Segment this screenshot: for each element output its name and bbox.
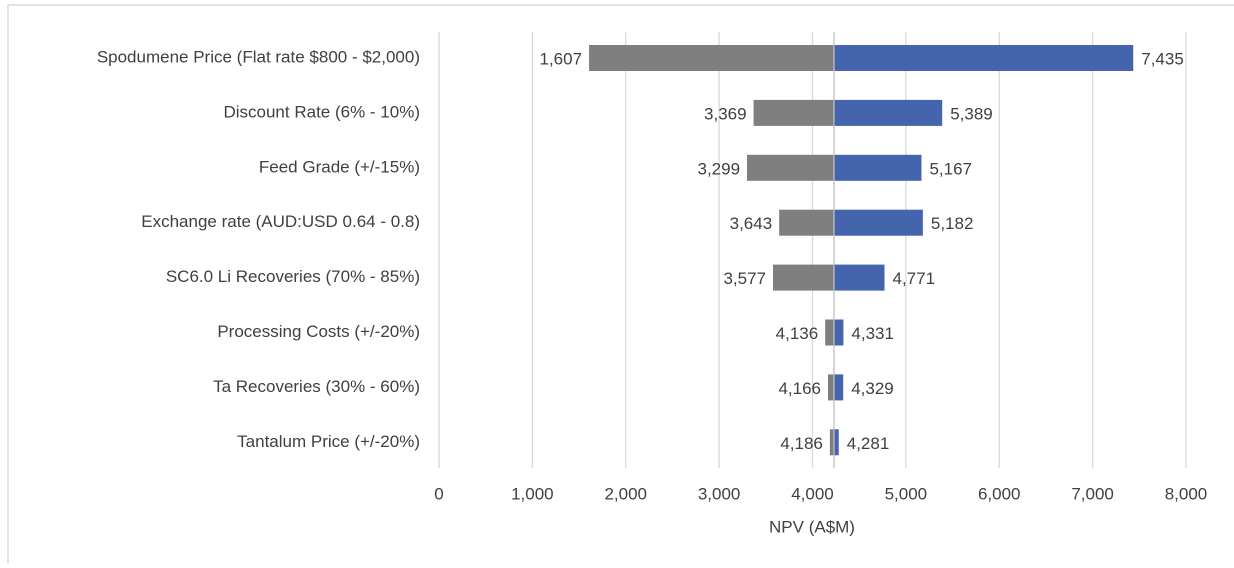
x-tick-label: 7,000 — [1071, 484, 1114, 503]
x-tick-label: 8,000 — [1165, 484, 1208, 503]
x-tick-label: 2,000 — [604, 484, 647, 503]
low-bar — [828, 374, 834, 401]
high-value-label: 4,281 — [847, 434, 890, 453]
x-axis-title: NPV (A$M) — [769, 517, 855, 536]
low-bar — [825, 319, 834, 346]
category-label: Feed Grade (+/-15%) — [259, 157, 420, 176]
low-bar — [589, 45, 834, 71]
category-label: Tantalum Price (+/-20%) — [237, 432, 420, 451]
high-value-label: 7,435 — [1141, 49, 1184, 68]
high-value-label: 4,331 — [851, 324, 894, 343]
high-bar — [833, 374, 844, 401]
x-tick-label: 4,000 — [791, 484, 834, 503]
high-bar — [833, 319, 844, 346]
high-bar — [833, 45, 1134, 71]
high-bar — [833, 154, 922, 181]
high-bar — [833, 429, 839, 456]
low-value-label: 3,299 — [697, 159, 740, 178]
category-label: SC6.0 Li Recoveries (70% - 85%) — [166, 267, 420, 286]
x-tick-label: 1,000 — [511, 484, 554, 503]
low-value-label: 1,607 — [540, 49, 583, 68]
low-value-label: 4,136 — [776, 324, 819, 343]
low-bar — [753, 99, 834, 126]
low-bar — [773, 264, 834, 291]
high-bar — [833, 264, 885, 291]
x-tick-label: 6,000 — [978, 484, 1021, 503]
low-value-label: 4,186 — [780, 434, 823, 453]
category-label: Processing Costs (+/-20%) — [217, 322, 420, 341]
low-value-label: 4,166 — [778, 379, 821, 398]
high-value-label: 5,167 — [929, 159, 972, 178]
high-bar — [833, 209, 923, 236]
low-bar — [829, 429, 834, 456]
x-tick-label: 0 — [434, 484, 443, 503]
high-value-label: 5,182 — [931, 214, 974, 233]
low-value-label: 3,369 — [704, 104, 747, 123]
high-value-label: 5,389 — [950, 104, 993, 123]
low-bar — [779, 209, 834, 236]
high-value-label: 4,771 — [892, 269, 935, 288]
x-tick-label: 3,000 — [698, 484, 741, 503]
low-bar — [747, 154, 834, 181]
category-label: Exchange rate (AUD:USD 0.64 - 0.8) — [141, 212, 420, 231]
low-value-label: 3,643 — [730, 214, 773, 233]
high-bar — [833, 99, 943, 126]
low-value-label: 3,577 — [723, 269, 766, 288]
category-label: Ta Recoveries (30% - 60%) — [213, 377, 420, 396]
high-value-label: 4,329 — [851, 379, 894, 398]
x-tick-label: 5,000 — [885, 484, 928, 503]
category-label: Spodumene Price (Flat rate $800 - $2,000… — [97, 47, 420, 66]
category-label: Discount Rate (6% - 10%) — [223, 102, 420, 121]
